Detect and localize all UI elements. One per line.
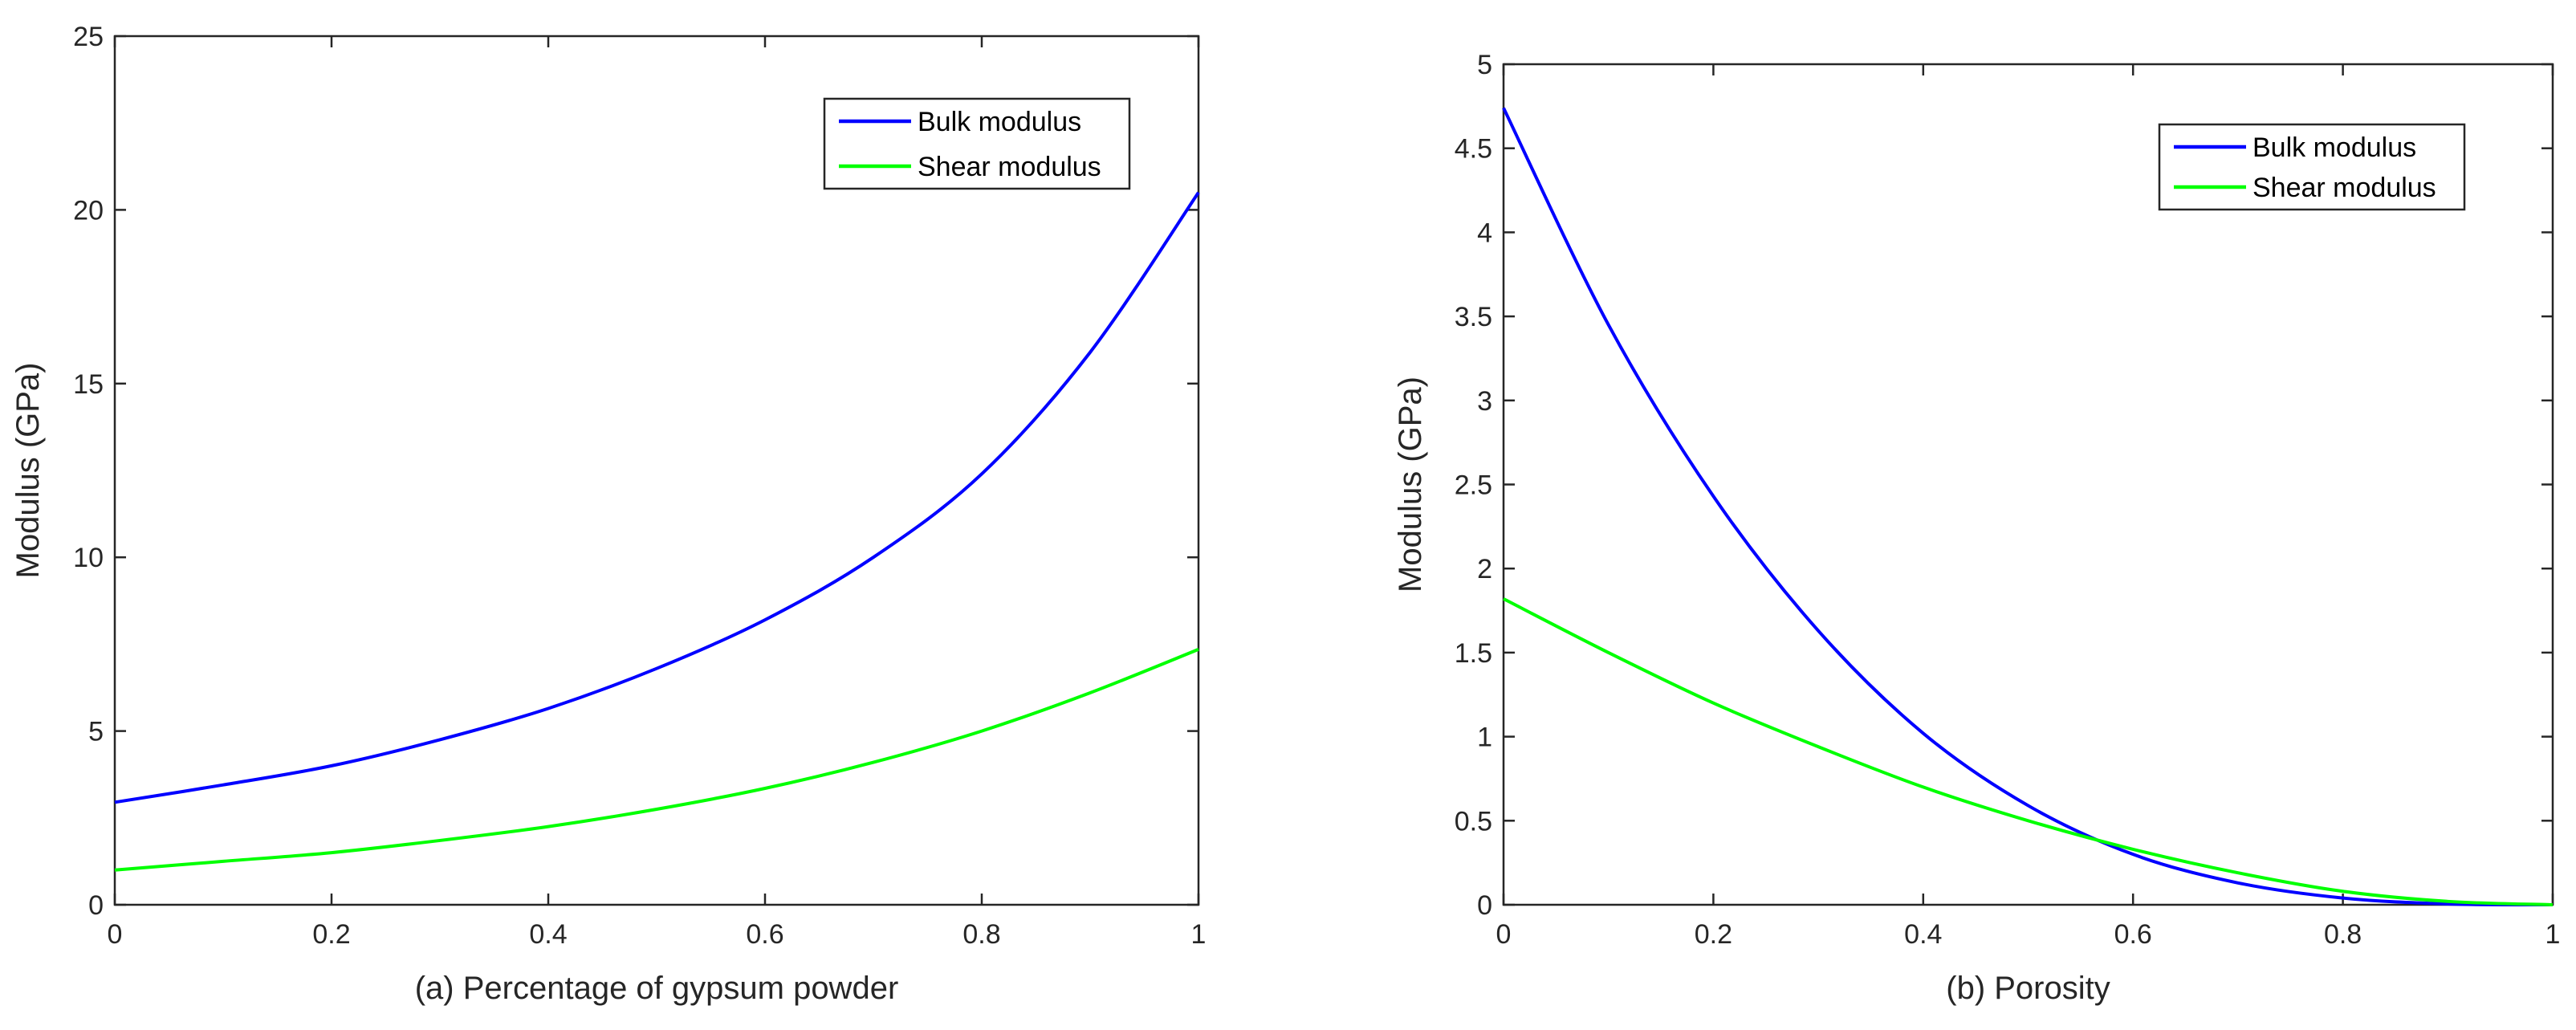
shear-modulus-line	[1503, 597, 2554, 906]
legend-entry: Bulk modulus	[918, 107, 1081, 137]
legend-box	[823, 97, 1131, 190]
y-tick-label: 4	[1477, 218, 1492, 248]
y-tick-label: 0	[88, 890, 104, 921]
y-axis-label: Modulus (GPa)	[1393, 377, 1428, 592]
x-tick-label: 0.8	[962, 919, 1000, 950]
x-tick-label: 1	[2545, 919, 2561, 950]
y-tick-label: 2.5	[1455, 470, 1492, 501]
legend-entry: Shear modulus	[918, 152, 1101, 182]
y-tick-label: 1.5	[1455, 638, 1492, 669]
y-tick-label: 2	[1477, 554, 1492, 584]
y-axis-label: Modulus (GPa)	[10, 363, 46, 579]
bulk-modulus-line	[114, 191, 1200, 804]
x-tick-label: 0.2	[1695, 919, 1732, 950]
x-tick-label: 0	[108, 919, 123, 950]
y-tick-label: 15	[73, 369, 104, 400]
x-tick-label: 1	[1191, 919, 1207, 950]
y-tick-label: 3.5	[1455, 302, 1492, 332]
y-tick-label: 20	[73, 195, 104, 226]
shear-modulus-line	[114, 648, 1199, 872]
y-tick-label: 1	[1477, 723, 1492, 753]
chart-bulk-shear-vs-porosity: 0 0.2 0.4 0.6 0.8 1 0 0.5 1 1.5 2 2.5 3 3.5 4 4.5 5 (b) P…	[1393, 50, 2560, 1006]
legend-box	[2158, 123, 2466, 211]
y-tick-label: 25	[73, 22, 104, 52]
x-tick-label: 0.2	[312, 919, 350, 950]
x-tick-label: 0.4	[1904, 919, 1942, 950]
y-tick-label: 10	[73, 543, 104, 573]
x-axis-label: (a) Percentage of gypsum powder	[415, 971, 899, 1006]
x-tick-label: 0	[1496, 919, 1512, 950]
y-tick-label: 0	[1477, 890, 1492, 921]
y-tick-label: 4.5	[1455, 134, 1492, 165]
y-tick-label: 5	[1477, 50, 1492, 80]
legend-entry: Bulk modulus	[2252, 132, 2416, 163]
y-tick-label: 5	[88, 717, 104, 747]
y-tick-label: 3	[1477, 386, 1492, 417]
x-tick-label: 0.4	[529, 919, 567, 950]
x-tick-label: 0.6	[746, 919, 783, 950]
x-tick-label: 0.8	[2324, 919, 2362, 950]
legend-entry: Shear modulus	[2252, 173, 2436, 203]
x-tick-label: 0.6	[2114, 919, 2152, 950]
x-axis-label: (b) Porosity	[1946, 971, 2110, 1006]
y-tick-label: 0.5	[1455, 806, 1492, 837]
bulk-modulus-line	[1502, 107, 2554, 906]
